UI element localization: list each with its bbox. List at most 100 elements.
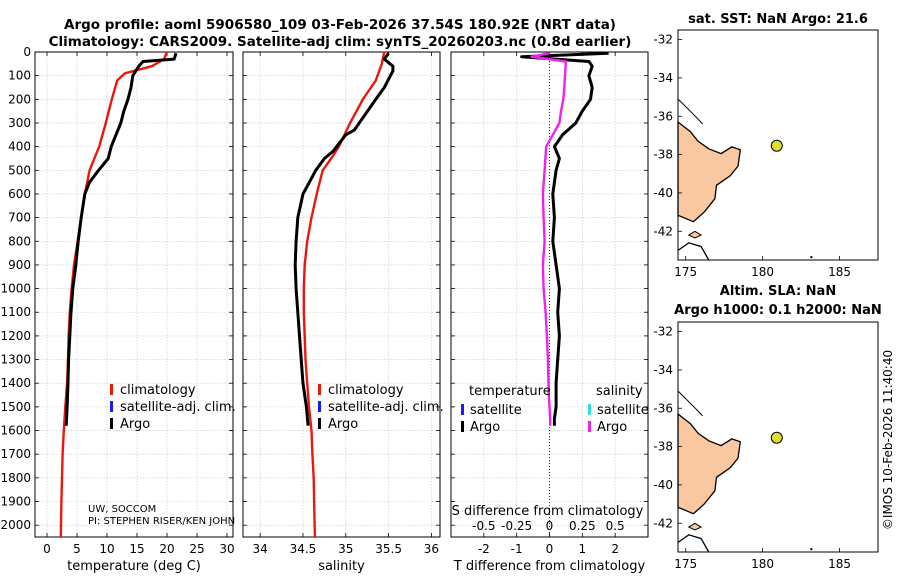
lat-tick-label: -38 [653,148,673,162]
sst-map: 175 180 185 -32 -34 -36 -38 -40 -42 [653,29,879,279]
x-tick-label: 1 [579,542,587,556]
s-tick-label: 0.25 [569,519,596,533]
depth-tick-label: 600 [8,187,31,201]
new-zealand-landmass [677,412,742,515]
coastline-segment [677,390,703,417]
lat-tick-label: -40 [653,186,673,200]
s-tick-label: -0.25 [501,519,532,533]
series-line-argo [64,52,178,426]
legend-swatch [318,401,321,412]
depth-tick-label: 1800 [0,471,31,485]
legend-swatch [588,404,591,415]
lat-tick-label: -34 [653,71,673,85]
lat-tick-label: -34 [653,363,673,377]
s-tick-label: 0 [546,519,554,533]
x-tick-label: 35.5 [375,542,402,556]
legend-label: Argo [470,420,500,435]
depth-tick-label: 1000 [0,282,31,296]
footnote-pi: PI: STEPHEN RISER/KEN JOHN [88,516,235,527]
x-axis-label: temperature (deg C) [67,559,201,574]
x-tick-label: 5 [73,542,81,556]
s-axis-label: S difference from climatology [452,504,644,519]
x-tick-label: 20 [159,542,174,556]
legend-title-temperature: temperature [469,384,551,399]
depth-tick-label: 1200 [0,329,31,343]
x-tick-label: 30 [219,542,234,556]
argo-float-marker [770,431,783,444]
legend-label: satellite [597,403,649,418]
depth-tick-label: 2000 [0,518,31,532]
legend-swatch [461,404,464,415]
lon-tick-label: 175 [674,265,697,279]
x-tick-label: 0 [43,542,51,556]
x-tick-label: 36 [424,542,439,556]
lon-tick-label: 180 [751,557,774,571]
lon-tick-label: 185 [828,265,851,279]
depth-tick-label: 900 [8,258,31,272]
legend-swatch [588,421,591,432]
island-patch [687,230,703,239]
depth-tick-label: 200 [8,92,31,106]
depth-tick-label: 100 [8,69,31,83]
legend-swatch [461,421,464,432]
plot-frame [242,51,441,538]
lat-tick-label: -40 [653,478,673,492]
map-frame [677,29,879,261]
coastline-segment [677,98,703,125]
x-axis-label: T difference from climatology [453,559,646,574]
lat-tick-label: -38 [653,440,673,454]
small-island [810,256,813,259]
x-tick-label: -1 [511,542,523,556]
depth-tick-label: 500 [8,163,31,177]
depth-tick-label: 1400 [0,376,31,390]
legend-label: climatology [120,383,196,398]
legend-swatch [318,384,321,395]
plot-frame [34,51,234,538]
legend-swatch [110,401,113,412]
legend-swatch [110,418,113,429]
legend-label: Argo [597,420,627,435]
depth-tick-label: 1300 [0,353,31,367]
x-tick-label: 2 [611,542,619,556]
new-zealand-landmass [677,120,742,223]
legend-label: satellite-adj. clim. [120,400,236,415]
figure-title-line1: Argo profile: aoml 5906580_109 03-Feb-20… [64,17,616,33]
legend-title-salinity: salinity [596,384,643,399]
s-tick-label: 0.5 [606,519,625,533]
x-tick-label: 15 [129,542,144,556]
island-patch [687,522,703,531]
legend-label: Argo [120,417,150,432]
x-tick-label: -2 [478,542,490,556]
depth-tick-label: 1600 [0,424,31,438]
depth-tick-label: 1700 [0,447,31,461]
depth-tick-label: 400 [8,140,31,154]
depth-tick-label: 800 [8,234,31,248]
depth-tick-label: 700 [8,211,31,225]
map1-title: sat. SST: NaN Argo: 21.6 [688,12,868,27]
map2-subtitle: Argo h1000: 0.1 h2000: NaN [674,303,882,318]
x-tick-label: 35 [338,542,353,556]
x-tick-label: 25 [189,542,204,556]
series-line-s-argo [530,52,568,426]
difference-plot: -2 -1 0 1 2 T difference from climatology temp… [450,51,649,574]
x-tick-label: 34.5 [290,542,317,556]
series-line-argo [293,52,395,426]
depth-tick-label: 1100 [0,305,31,319]
small-island [810,548,813,551]
lon-tick-label: 180 [751,265,774,279]
x-axis-label: salinity [318,559,365,574]
imos-credit: ©IMOS 10-Feb-2026 11:40:40 [881,350,895,530]
temperature-plot: 0100200300400500600700800900100011001200… [0,45,235,574]
series-line-t-argo [520,51,609,426]
depth-tick-label: 1500 [0,400,31,414]
lat-tick-label: -42 [653,224,673,238]
series-line-climatology [302,51,386,538]
s-tick-label: -0.5 [472,519,495,533]
figure-title-line2: Climatology: CARS2009. Satellite-adj cli… [49,34,632,50]
lat-tick-label: -32 [653,325,673,339]
salinity-plot: 34 34.5 35 35.5 36 salinity climatology satelli… [242,51,444,574]
legend-label: climatology [328,383,404,398]
legend-label: satellite-adj. clim. [328,400,444,415]
